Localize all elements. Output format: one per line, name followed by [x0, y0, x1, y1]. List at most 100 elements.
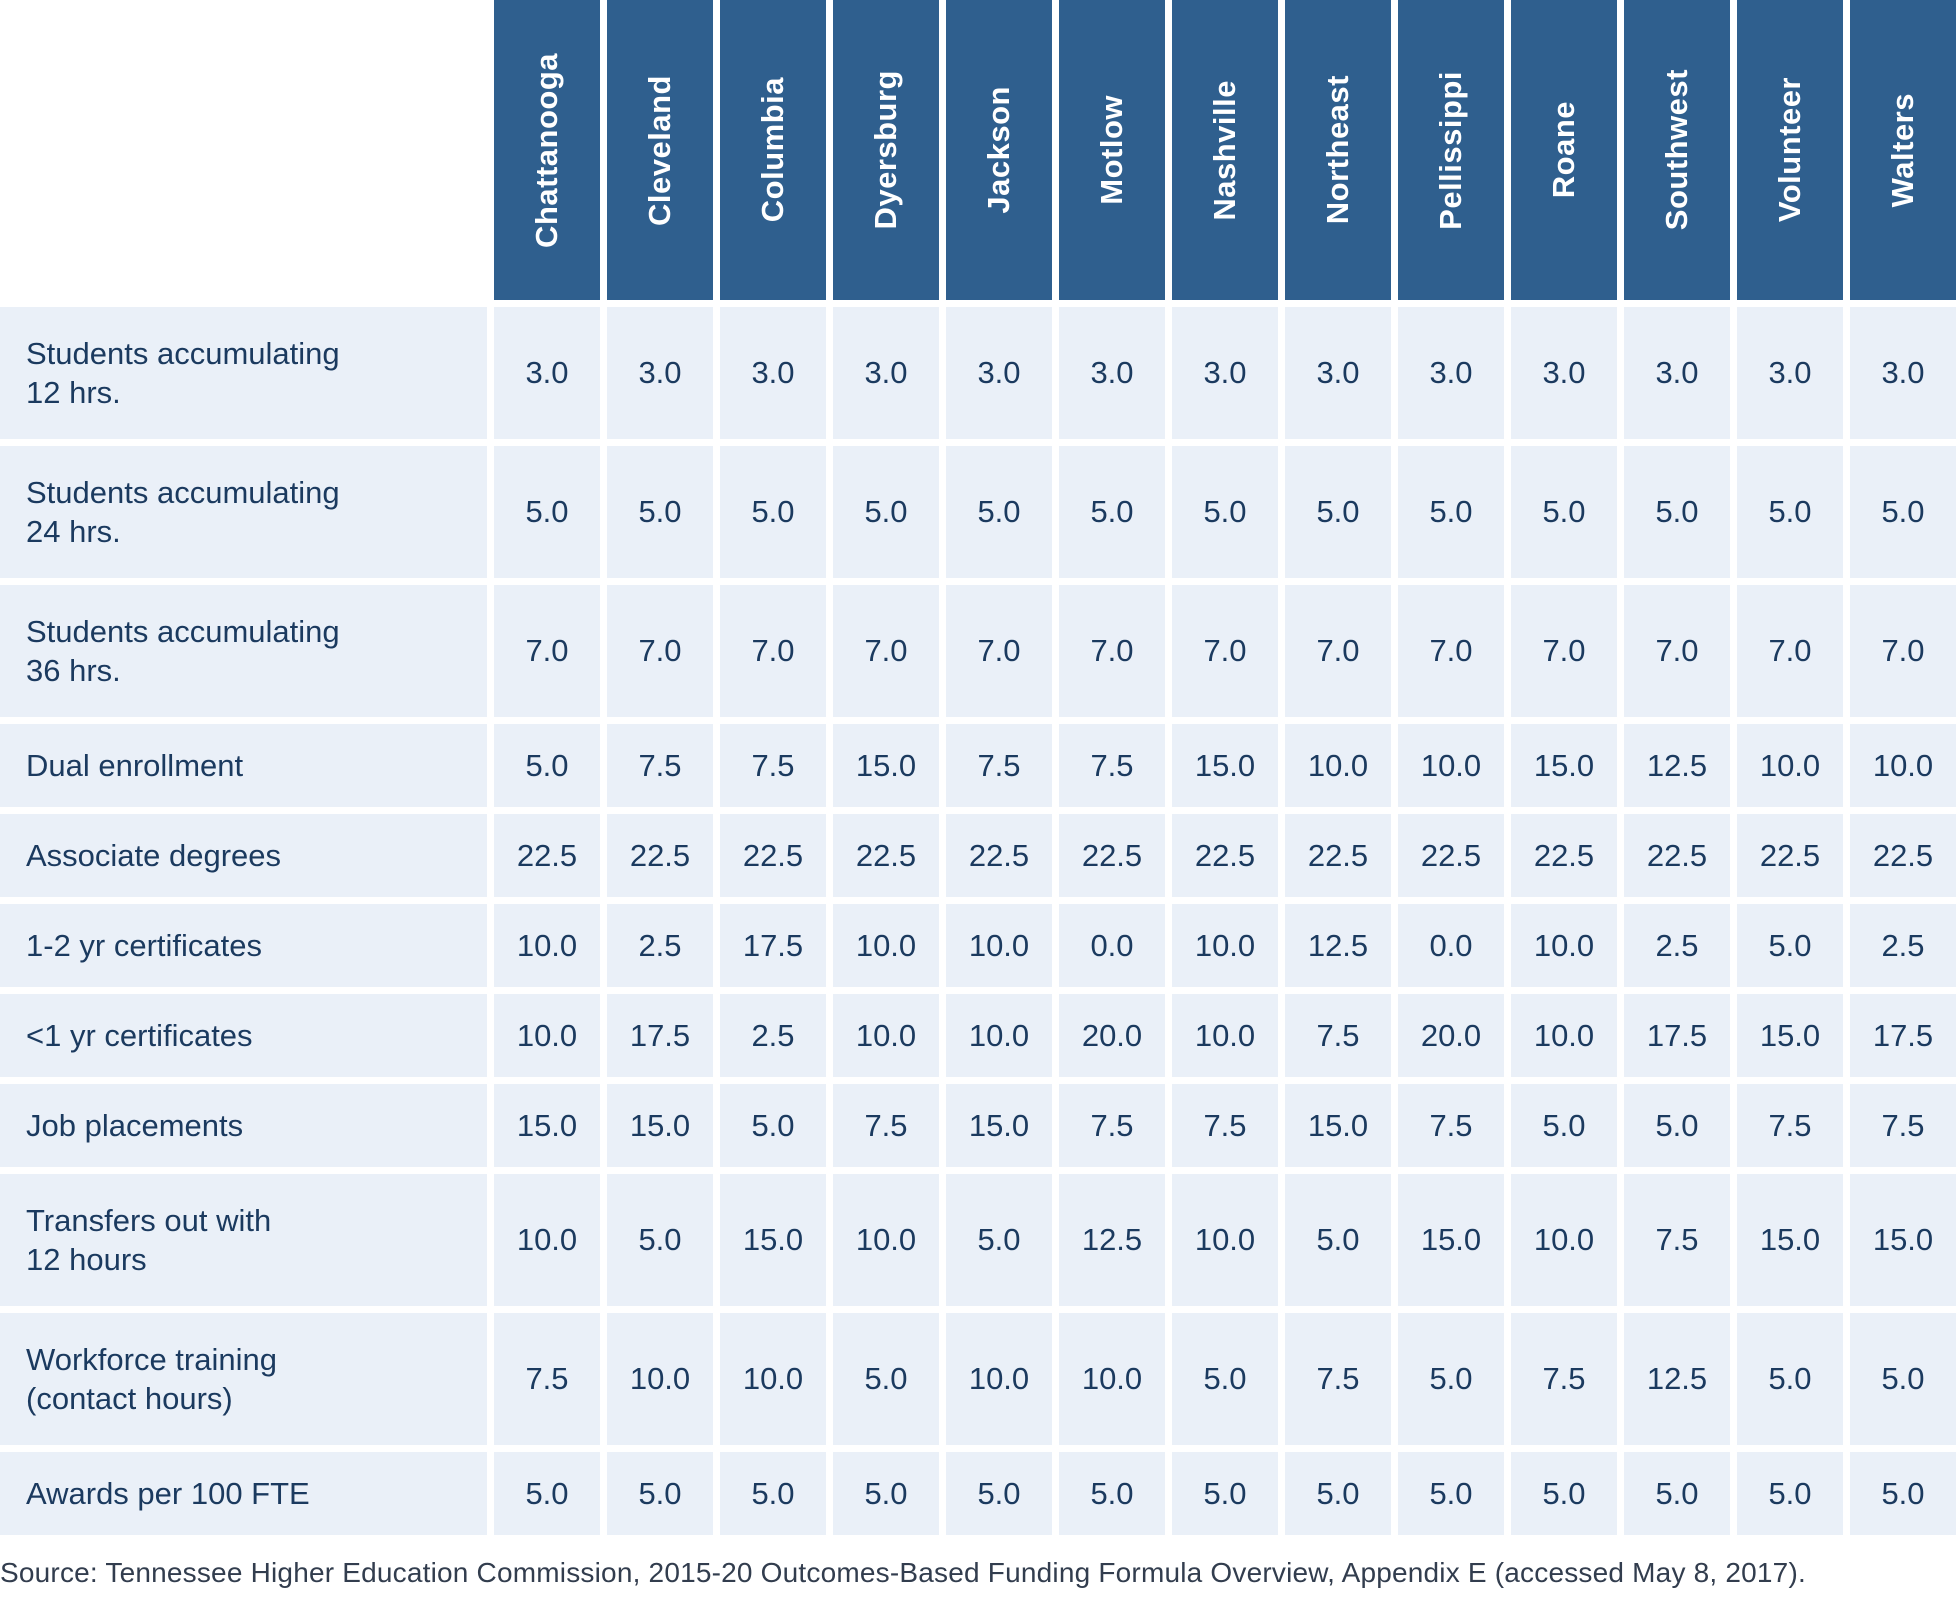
table-corner-spacer: [0, 0, 487, 300]
source-citation: Source: Tennessee Higher Education Commi…: [0, 1557, 1806, 1588]
value-cell: 10.0: [1172, 904, 1278, 987]
value-cell: 10.0: [1059, 1313, 1165, 1445]
value-cell: 5.0: [946, 1452, 1052, 1535]
value-cell: 7.0: [1059, 585, 1165, 717]
value-cell: 5.0: [1624, 1452, 1730, 1535]
value-cell: 10.0: [1398, 724, 1504, 807]
value-cell: 5.0: [1398, 1313, 1504, 1445]
value-cell: 5.0: [494, 724, 600, 807]
value-cell: 5.0: [1737, 446, 1843, 578]
column-header-cleveland-text: Cleveland: [642, 74, 677, 226]
value-cell: 7.5: [1398, 1084, 1504, 1167]
value-cell: 5.0: [1398, 446, 1504, 578]
value-cell: 10.0: [1850, 724, 1956, 807]
column-header-roane: Roane: [1511, 0, 1617, 300]
value-cell: 5.0: [607, 1174, 713, 1306]
column-header-columbia-text: Columbia: [755, 77, 790, 223]
value-cell: 15.0: [720, 1174, 826, 1306]
column-header-jackson-text: Jackson: [981, 86, 1016, 214]
value-cell: 15.0: [1285, 1084, 1391, 1167]
column-header-northeast-text: Northeast: [1320, 75, 1355, 225]
value-cell: 20.0: [1059, 994, 1165, 1077]
value-cell: 12.5: [1059, 1174, 1165, 1306]
value-cell: 22.5: [833, 814, 939, 897]
value-cell: 7.0: [1624, 585, 1730, 717]
value-cell: 5.0: [607, 446, 713, 578]
value-cell: 5.0: [946, 1174, 1052, 1306]
value-cell: 15.0: [833, 724, 939, 807]
value-cell: 22.5: [1624, 814, 1730, 897]
column-header-pellissippi-text: Pellissippi: [1433, 70, 1468, 230]
value-cell: 17.5: [1624, 994, 1730, 1077]
value-cell: 10.0: [1285, 724, 1391, 807]
value-cell: 3.0: [1285, 307, 1391, 439]
value-cell: 5.0: [1850, 1452, 1956, 1535]
value-cell: 3.0: [1737, 307, 1843, 439]
value-cell: 12.5: [1624, 724, 1730, 807]
value-cell: 22.5: [1398, 814, 1504, 897]
value-cell: 15.0: [494, 1084, 600, 1167]
value-cell: 5.0: [607, 1452, 713, 1535]
column-header-nashville-text: Nashville: [1207, 79, 1242, 221]
value-cell: 5.0: [1172, 1452, 1278, 1535]
value-cell: 7.0: [1511, 585, 1617, 717]
value-cell: 5.0: [494, 446, 600, 578]
value-cell: 10.0: [946, 904, 1052, 987]
value-cell: 5.0: [1285, 1174, 1391, 1306]
value-cell: 7.0: [1398, 585, 1504, 717]
value-cell: 5.0: [720, 446, 826, 578]
value-cell: 5.0: [1059, 1452, 1165, 1535]
value-cell: 5.0: [1511, 1084, 1617, 1167]
row-label: Students accumulating 12 hrs.: [0, 307, 487, 439]
value-cell: 5.0: [1850, 1313, 1956, 1445]
column-header-cleveland: Cleveland: [607, 0, 713, 300]
value-cell: 2.5: [607, 904, 713, 987]
column-header-walters: Walters: [1850, 0, 1956, 300]
value-cell: 10.0: [833, 994, 939, 1077]
value-cell: 5.0: [1624, 1084, 1730, 1167]
value-cell: 3.0: [1511, 307, 1617, 439]
value-cell: 22.5: [1285, 814, 1391, 897]
value-cell: 12.5: [1285, 904, 1391, 987]
column-header-nashville: Nashville: [1172, 0, 1278, 300]
value-cell: 10.0: [494, 994, 600, 1077]
value-cell: 5.0: [833, 1313, 939, 1445]
value-cell: 5.0: [1850, 446, 1956, 578]
column-header-motlow-text: Motlow: [1094, 95, 1129, 205]
value-cell: 17.5: [607, 994, 713, 1077]
value-cell: 5.0: [1398, 1452, 1504, 1535]
value-cell: 7.5: [607, 724, 713, 807]
value-cell: 22.5: [1172, 814, 1278, 897]
value-cell: 7.5: [494, 1313, 600, 1445]
row-label: Dual enrollment: [0, 724, 487, 807]
value-cell: 7.5: [946, 724, 1052, 807]
value-cell: 22.5: [1850, 814, 1956, 897]
column-header-dyersburg-text: Dyersburg: [868, 70, 903, 230]
value-cell: 22.5: [720, 814, 826, 897]
value-cell: 10.0: [1511, 904, 1617, 987]
value-cell: 10.0: [1511, 1174, 1617, 1306]
value-cell: 7.0: [946, 585, 1052, 717]
value-cell: 22.5: [607, 814, 713, 897]
value-cell: 7.5: [1737, 1084, 1843, 1167]
column-header-pellissippi: Pellissippi: [1398, 0, 1504, 300]
value-cell: 5.0: [1285, 1452, 1391, 1535]
value-cell: 10.0: [946, 994, 1052, 1077]
value-cell: 3.0: [1398, 307, 1504, 439]
value-cell: 7.5: [833, 1084, 939, 1167]
row-label: 1-2 yr certificates: [0, 904, 487, 987]
row-label: <1 yr certificates: [0, 994, 487, 1077]
value-cell: 7.5: [1285, 1313, 1391, 1445]
value-cell: 15.0: [1511, 724, 1617, 807]
value-cell: 17.5: [1850, 994, 1956, 1077]
column-header-motlow: Motlow: [1059, 0, 1165, 300]
value-cell: 5.0: [720, 1084, 826, 1167]
value-cell: 7.0: [1737, 585, 1843, 717]
value-cell: 5.0: [1511, 446, 1617, 578]
value-cell: 7.5: [720, 724, 826, 807]
value-cell: 5.0: [833, 446, 939, 578]
value-cell: 5.0: [1285, 446, 1391, 578]
value-cell: 15.0: [1737, 1174, 1843, 1306]
row-label: Awards per 100 FTE: [0, 1452, 487, 1535]
column-header-northeast: Northeast: [1285, 0, 1391, 300]
